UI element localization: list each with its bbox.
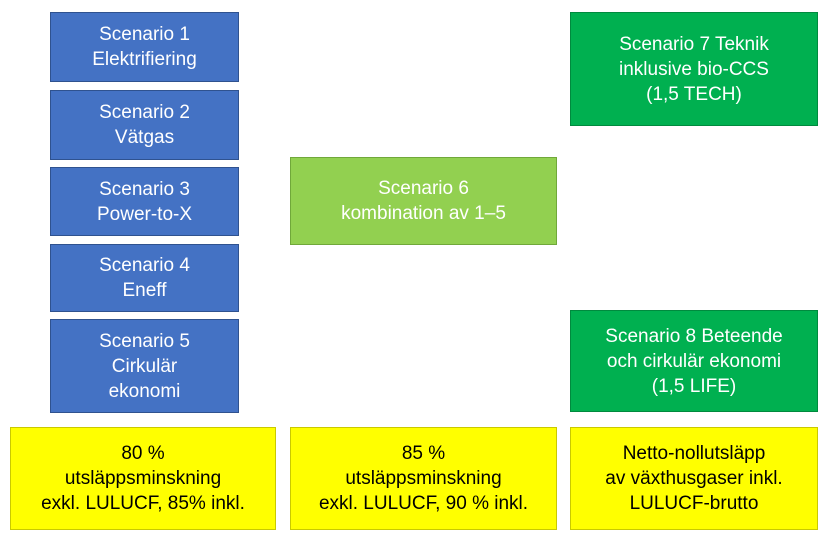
box-line: Scenario 3 xyxy=(99,178,190,200)
box-line: inklusive bio-CCS xyxy=(619,58,769,80)
target-box: 85 % utsläppsminskning exkl. LULUCF, 90 % … xyxy=(290,427,557,530)
scenario-box: Scenario 2 Vätgas xyxy=(50,90,239,160)
scenario-box: Scenario 8 Beteende och cirkulär ekonomi (… xyxy=(570,310,818,412)
box-line: Elektrifiering xyxy=(92,49,197,70)
box-line: exkl. LULUCF, 85% inkl. xyxy=(41,493,245,514)
scenario-box: Scenario 1 Elektrifiering xyxy=(50,12,239,82)
box-line: Scenario 5 xyxy=(99,330,190,352)
scenario-box: Scenario 6 kombination av 1–5 xyxy=(290,157,557,245)
box-line: LULUCF-brutto xyxy=(629,493,759,514)
box-line: Power-to-X xyxy=(96,203,193,225)
box-line: Cirkulär xyxy=(111,355,178,377)
box-line: kombination av 1–5 xyxy=(341,203,506,224)
box-line: exkl. LULUCF, 90 % inkl. xyxy=(318,493,529,514)
box-line: (1,5 LIFE) xyxy=(651,375,737,397)
box-line: Scenario 2 xyxy=(99,102,190,123)
scenario-box: Scenario 5 Cirkulär ekonomi xyxy=(50,319,239,413)
box-line: och cirkulär ekonomi xyxy=(606,350,782,372)
box-line: av växthusgaser inkl. xyxy=(605,468,783,489)
scenario-box: Scenario 7 Teknik inklusive bio-CCS (1,5 T… xyxy=(570,12,818,126)
box-line: utsläppsminskning xyxy=(64,468,222,489)
box-line: Netto-nollutsläpp xyxy=(622,443,766,464)
box-line: 80 % xyxy=(121,443,165,464)
target-box: Netto-nollutsläpp av växthusgaser inkl. LU… xyxy=(570,427,818,530)
box-line: Vätgas xyxy=(114,127,175,148)
box-line: (1,5 TECH) xyxy=(646,83,742,105)
box-line: Scenario 6 xyxy=(378,178,469,199)
target-box: 80 % utsläppsminskning exkl. LULUCF, 85% i… xyxy=(10,427,276,530)
box-line: Eneff xyxy=(122,280,167,301)
scenario-box: Scenario 4 Eneff xyxy=(50,244,239,312)
box-line: Scenario 1 xyxy=(99,24,190,45)
box-line: ekonomi xyxy=(108,380,181,402)
box-line: Scenario 8 Beteende xyxy=(605,325,783,347)
box-line: Scenario 4 xyxy=(99,255,190,276)
box-line: Scenario 7 Teknik xyxy=(619,33,769,55)
box-line: 85 % xyxy=(401,443,446,464)
box-line: utsläppsminskning xyxy=(345,468,502,489)
scenario-box: Scenario 3 Power-to-X xyxy=(50,167,239,236)
